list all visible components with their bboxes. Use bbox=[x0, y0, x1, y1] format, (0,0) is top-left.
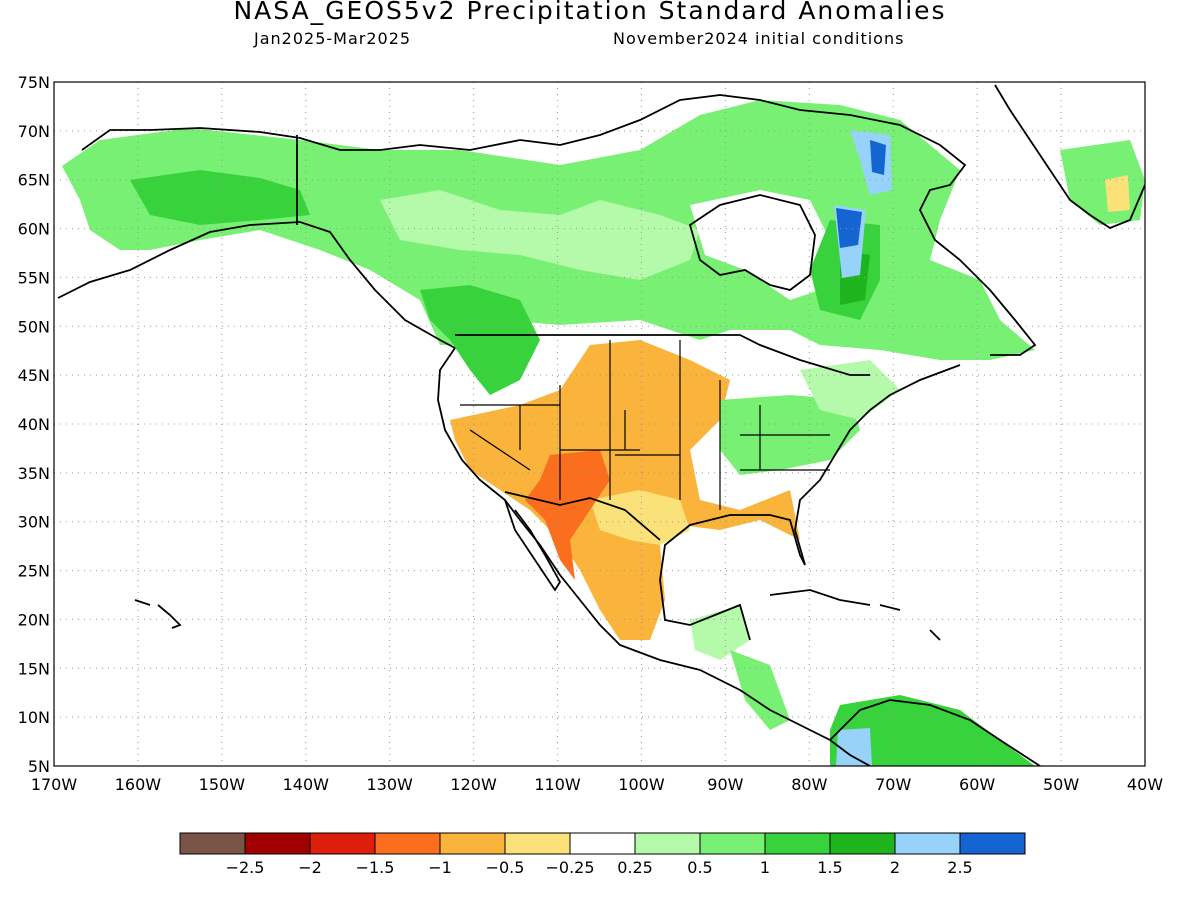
anomaly-white-hudson bbox=[690, 190, 830, 300]
map-title: NASA_GEOS5v2 Precipitation Standard Anom… bbox=[233, 0, 947, 25]
lon-label: 160W bbox=[115, 775, 162, 794]
colorbar-swatch bbox=[374, 832, 441, 855]
colorbar-tick-label: 2 bbox=[890, 858, 900, 877]
coast-baja bbox=[504, 499, 562, 592]
lon-label: 90W bbox=[707, 775, 743, 794]
colorbar-swatch bbox=[699, 832, 766, 855]
colorbar-tick-label: −2.5 bbox=[226, 858, 265, 877]
colorbar-tick-label: 1.5 bbox=[817, 858, 842, 877]
anomaly-very-wet-colombia bbox=[836, 728, 872, 766]
lat-label: 40N bbox=[18, 415, 50, 434]
anomaly-wet-south-america bbox=[830, 695, 1035, 766]
lat-label: 50N bbox=[18, 317, 50, 336]
lat-label: 10N bbox=[18, 708, 50, 727]
lat-label: 35N bbox=[18, 464, 50, 483]
colorbar-swatch bbox=[439, 832, 506, 855]
coastlines bbox=[57, 84, 1145, 766]
anomaly-moderate-wet-alaska bbox=[130, 170, 310, 225]
lon-label: 150W bbox=[199, 775, 246, 794]
lat-label: 70N bbox=[18, 122, 50, 141]
colorbar-swatch bbox=[504, 832, 571, 855]
lat-label: 15N bbox=[18, 659, 50, 678]
lat-label: 45N bbox=[18, 366, 50, 385]
lon-label: 110W bbox=[534, 775, 581, 794]
border-us-mexico bbox=[504, 491, 661, 541]
anomaly-dry-southwest bbox=[450, 340, 800, 640]
lat-label: 20N bbox=[18, 610, 50, 629]
colorbar-tick-label: −0.5 bbox=[486, 858, 525, 877]
lon-label: 70W bbox=[875, 775, 911, 794]
anomaly-moderate-wet-bc bbox=[420, 285, 540, 395]
lat-label: 60N bbox=[18, 220, 50, 239]
lon-label: 80W bbox=[791, 775, 827, 794]
colorbar-tick-label: 2.5 bbox=[947, 858, 972, 877]
map-frame bbox=[53, 81, 1146, 767]
lat-label: 30N bbox=[18, 513, 50, 532]
colorbar-swatch bbox=[179, 832, 246, 855]
coast-west-us-mexico bbox=[437, 347, 871, 766]
lon-label: 120W bbox=[450, 775, 497, 794]
anomaly-extreme-wet-quebec bbox=[836, 208, 862, 248]
anomaly-light-wet-north bbox=[380, 190, 700, 280]
lon-label: 60W bbox=[959, 775, 995, 794]
colorbar-tick-label: −1 bbox=[428, 858, 452, 877]
coast-gulf-east bbox=[659, 364, 961, 641]
coast-south-america bbox=[829, 699, 1041, 766]
colorbar-swatch bbox=[569, 832, 636, 855]
anomaly-wet-central-america bbox=[730, 650, 790, 730]
anomaly-extreme-wet-baffin bbox=[870, 140, 886, 175]
colorbar-tick-label: −0.25 bbox=[545, 858, 594, 877]
lon-label: 50W bbox=[1043, 775, 1079, 794]
colorbar-swatch bbox=[244, 832, 311, 855]
lat-label: 55N bbox=[18, 268, 50, 287]
lat-label: 25N bbox=[18, 562, 50, 581]
colorbar-swatch bbox=[634, 832, 701, 855]
anomaly-fields bbox=[62, 100, 1145, 766]
anomaly-light-wet-northeast bbox=[800, 360, 900, 420]
state-lines bbox=[460, 340, 830, 510]
colorbar-tick-label: −1.5 bbox=[356, 858, 395, 877]
coast-caribbean bbox=[769, 589, 941, 641]
colorbar-tick-label: −2 bbox=[298, 858, 322, 877]
colorbar-tick-label: 1 bbox=[760, 858, 770, 877]
coast-greenland bbox=[994, 84, 1145, 230]
anomaly-light-dry-plains bbox=[590, 490, 690, 545]
lon-label: 170W bbox=[31, 775, 78, 794]
lon-label: 130W bbox=[367, 775, 414, 794]
anomaly-strong-dry-southwest bbox=[525, 450, 610, 580]
lat-label: 75N bbox=[18, 73, 50, 92]
initial-conditions: November2024 initial conditions bbox=[613, 29, 905, 48]
lon-label: 40W bbox=[1127, 775, 1163, 794]
graticule bbox=[54, 82, 1145, 766]
colorbar-swatch bbox=[894, 832, 961, 855]
latitude-labels: 75N 70N 65N 60N 55N 50N 45N 40N 35N 30N 25N 20N 15N 1… bbox=[18, 73, 50, 776]
forecast-period: Jan2025-Mar2025 bbox=[254, 29, 412, 48]
lon-label: 140W bbox=[283, 775, 330, 794]
colorbar-swatch bbox=[959, 832, 1026, 855]
colorbar-swatch bbox=[309, 832, 376, 855]
coast-hudson-bay bbox=[688, 194, 816, 291]
colorbar-swatch bbox=[829, 832, 896, 855]
lat-label: 65N bbox=[18, 171, 50, 190]
coast-hawaii bbox=[134, 599, 182, 629]
border-us-canada bbox=[455, 334, 870, 376]
coast-alaska-north bbox=[81, 94, 1037, 356]
colorbar-tick-label: 0.5 bbox=[687, 858, 712, 877]
anomaly-dry-greenland bbox=[1105, 175, 1130, 212]
coast-north-america-north bbox=[57, 221, 456, 349]
lon-label: 100W bbox=[618, 775, 665, 794]
longitude-labels: 170W 160W 150W 140W 130W 120W 110W 100W 90W 80W 70… bbox=[31, 775, 1163, 794]
colorbar: −2.5 −2 −1.5 −1 −0.5 −0.25 0.25 0.5 1 1.5 2 2.5 bbox=[179, 832, 1026, 877]
colorbar-tick-label: 0.25 bbox=[617, 858, 653, 877]
colorbar-swatch bbox=[764, 832, 831, 855]
lat-label: 5N bbox=[28, 757, 50, 776]
